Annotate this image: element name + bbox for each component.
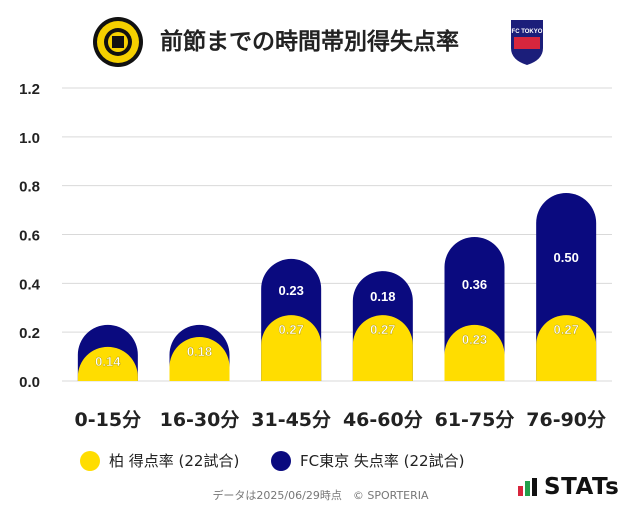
bar-home-1 (77, 346, 138, 381)
y-tick-label: 1.0 (19, 130, 40, 147)
y-tick-label: 0.4 (19, 276, 41, 293)
stats-bars-icon (518, 478, 537, 496)
away-logo-text: FC TOKYO (512, 29, 543, 35)
data-label-home: 0.27 (370, 322, 395, 337)
data-label-away: 0.18 (370, 289, 395, 304)
bar-chart: 0.0 0.2 0.4 0.6 0.8 1.0 1.2 0.14 0-15分 0.18 16-30分… (19, 81, 612, 431)
brand-logo: STATs (518, 474, 619, 500)
y-tick-label: 0.2 (19, 325, 40, 342)
x-tick-label: 31-45分 (251, 409, 331, 431)
legend-item-home: 柏 得点率 (22試合) (80, 450, 239, 471)
y-tick-label: 1.2 (19, 81, 40, 98)
legend-label-home: 柏 得点率 (22試合) (109, 452, 240, 470)
x-tick-label: 76-90分 (526, 409, 606, 431)
bar-home-6 (536, 315, 597, 381)
data-label-home: 0.23 (462, 332, 487, 347)
chart-title: 前節までの時間帯別得失点率 (160, 29, 459, 55)
data-label-home: 0.27 (279, 322, 304, 337)
x-tick-label: 46-60分 (343, 409, 423, 431)
bar-home-5 (444, 324, 505, 381)
legend-label-away: FC東京 失点率 (22試合) (300, 452, 465, 470)
data-label-away: 0.36 (462, 277, 487, 292)
y-tick-label: 0.8 (19, 179, 40, 196)
legend-item-away: FC東京 失点率 (22試合) (271, 450, 464, 471)
x-tick-label: 0-15分 (75, 409, 142, 431)
y-tick-label: 0.0 (19, 374, 40, 391)
x-tick-label: 16-30分 (160, 409, 240, 431)
bar-home-4 (352, 315, 413, 381)
legend-swatch-home (80, 450, 100, 471)
legend-swatch-away (271, 450, 291, 471)
y-tick-label: 0.6 (19, 228, 40, 245)
data-label-away: 0.50 (554, 250, 579, 265)
away-team-logo: FC TOKYO (511, 20, 543, 65)
bar-home-3 (261, 315, 322, 381)
data-label-home: 0.14 (95, 354, 121, 369)
data-label-away: 0.23 (279, 283, 304, 298)
bar-home-2 (169, 337, 230, 381)
data-label-home: 0.18 (187, 344, 212, 359)
home-team-logo (93, 17, 143, 67)
footer-note: データは2025/06/29時点 © SPORTERIA (212, 489, 429, 502)
data-label-home: 0.27 (554, 322, 579, 337)
x-tick-label: 61-75分 (435, 409, 515, 431)
brand-text: STATs (544, 474, 620, 500)
